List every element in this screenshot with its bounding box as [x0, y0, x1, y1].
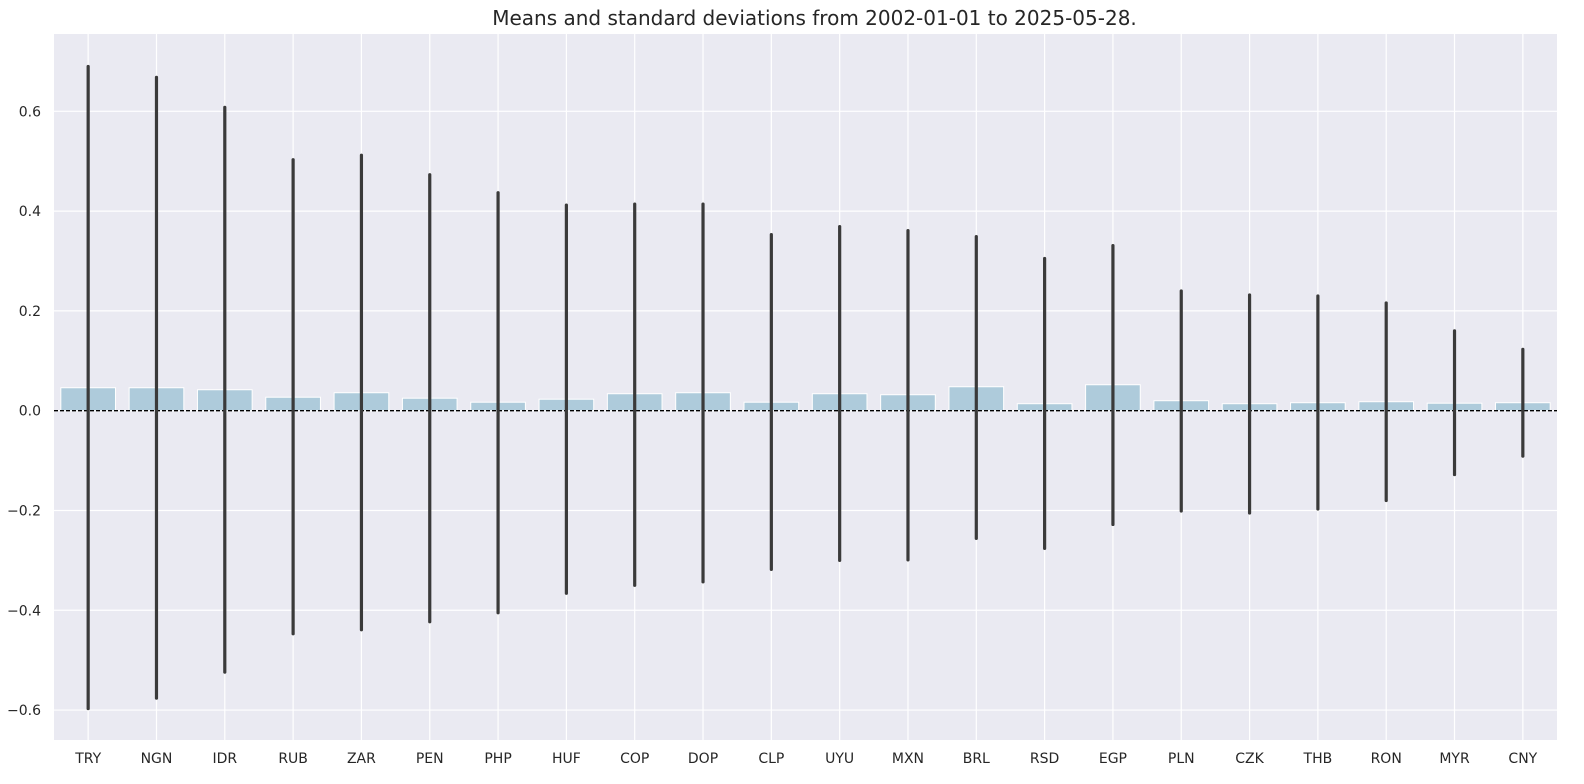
x-tick-label: COP: [620, 751, 649, 767]
x-tick-label: MXN: [892, 751, 924, 767]
x-tick-label: EGP: [1099, 751, 1127, 767]
x-tick-label: RSD: [1030, 751, 1059, 767]
y-tick-label: 0.4: [19, 204, 41, 220]
chart-title: Means and standard deviations from 2002-…: [492, 6, 1137, 30]
y-axis-ticks: −0.6 −0.4 −0.2 0.0 0.2 0.4 0.6: [7, 104, 41, 719]
error-bars-group: [86, 64, 1525, 711]
x-tick-label: NGN: [141, 751, 173, 767]
x-axis-ticks: TRY NGN IDR RUB ZAR PEN PHP HUF COP DOP CLP UYU MXN B…: [74, 751, 1537, 767]
y-tick-label: 0.2: [19, 304, 41, 320]
x-tick-label: RON: [1371, 751, 1402, 767]
x-tick-label: MYR: [1439, 751, 1470, 767]
x-tick-label: THB: [1303, 751, 1333, 767]
x-tick-label: PHP: [484, 751, 511, 767]
x-tick-label: PEN: [416, 751, 444, 767]
x-tick-label: PLN: [1168, 751, 1195, 767]
x-tick-label: BRL: [963, 751, 990, 767]
y-tick-label: 0.6: [19, 104, 41, 120]
plot-area: [54, 34, 1557, 740]
y-tick-label: 0.0: [19, 404, 41, 420]
x-tick-label: CNY: [1508, 751, 1537, 767]
x-tick-label: TRY: [74, 751, 101, 767]
x-tick-label: HUF: [552, 751, 581, 767]
y-tick-label: −0.4: [7, 603, 41, 619]
x-tick-label: DOP: [688, 751, 718, 767]
x-tick-label: CZK: [1235, 751, 1264, 767]
x-tick-label: RUB: [278, 751, 308, 767]
x-tick-label: IDR: [212, 751, 237, 767]
x-tick-label: ZAR: [347, 751, 376, 767]
x-tick-label: UYU: [825, 751, 854, 767]
y-tick-label: −0.6: [7, 703, 41, 719]
y-tick-label: −0.2: [7, 503, 41, 519]
x-tick-label: CLP: [758, 751, 784, 767]
